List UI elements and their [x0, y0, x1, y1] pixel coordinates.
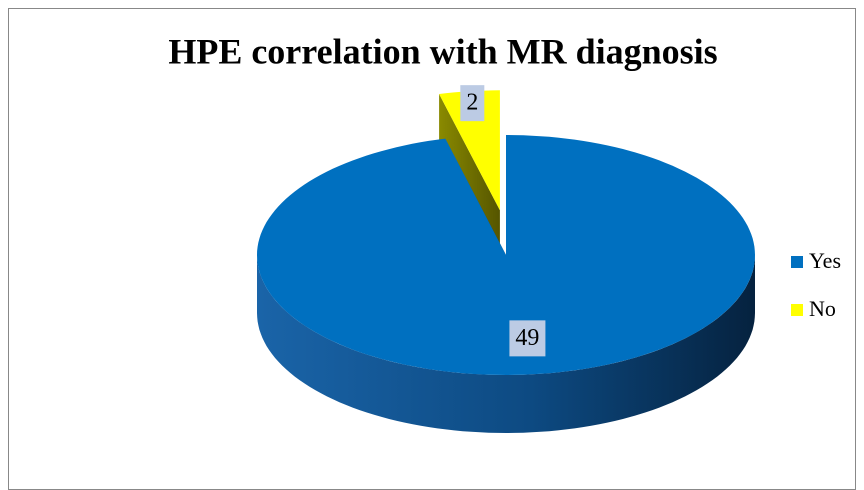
- data-label-box: [460, 85, 485, 122]
- pie-slice: [257, 135, 755, 433]
- data-label: 49: [515, 325, 539, 351]
- data-label-box: [509, 320, 546, 357]
- data-label: 2: [466, 90, 478, 116]
- legend-label: No: [809, 296, 836, 321]
- slice-top: [439, 90, 500, 211]
- slice-side: [257, 255, 755, 433]
- legend-swatch: [791, 304, 803, 316]
- legend-swatch: [791, 256, 803, 268]
- chart-title: HPE correlation with MR diagnosis: [168, 31, 717, 71]
- slice-top: [257, 135, 755, 375]
- legend-label: Yes: [809, 248, 841, 273]
